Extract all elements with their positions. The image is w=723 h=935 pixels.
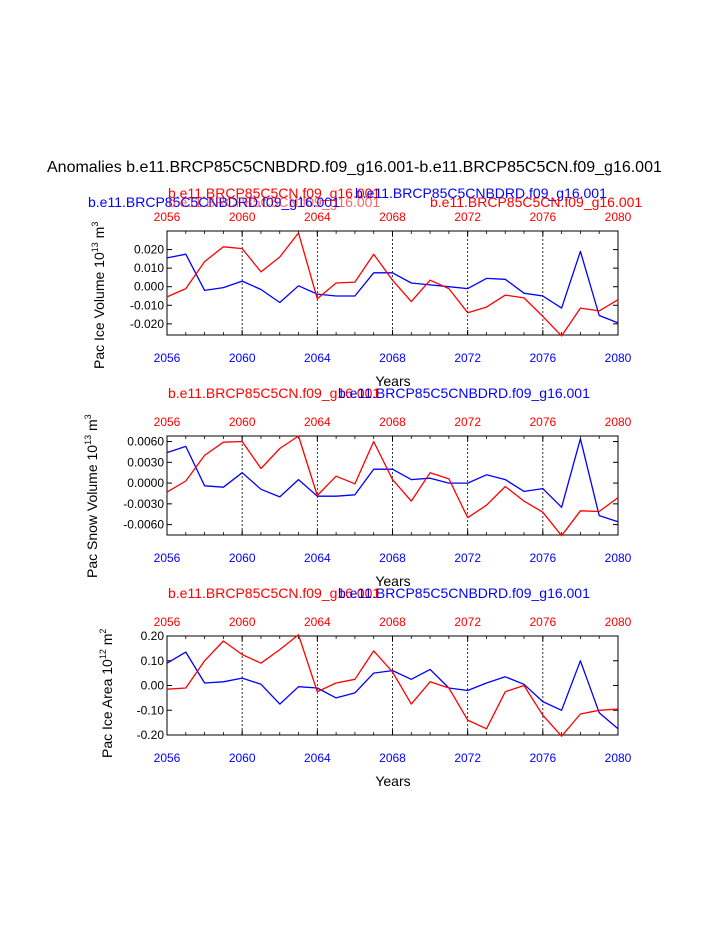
panel1-x-tick-label-top: 2056: [154, 210, 181, 224]
figure-title: Anomalies b.e11.BRCP85C5CNBDRD.f09_g16.0…: [47, 159, 662, 176]
panel1-y-tick-label: -0.010: [130, 298, 164, 312]
panel3-y-axis-label: Pac Ice Area 1012 m2: [98, 629, 115, 758]
panel1-x-tick-label-bottom: 2080: [605, 351, 632, 365]
panel1-x-tick-label-top: 2068: [379, 210, 406, 224]
panel3-series: [166, 634, 619, 737]
panel1-y-tick-label: 0.000: [134, 280, 164, 294]
panel2-series: [166, 435, 619, 537]
panel3-x-tick-label-top: 2060: [229, 615, 256, 629]
panel1-y-axis-label: Pac Ice Volume 1013 m3: [90, 222, 107, 369]
panel1-x-ticks-top: 2056 2060 2064 2068 2072 2076 2080: [154, 210, 632, 236]
panel2-x-tick-label-bottom: 2076: [529, 551, 556, 565]
panel1-series: [166, 232, 619, 337]
panel2-series-blue-line: [166, 438, 619, 523]
panel1-series-blue-line: [166, 250, 619, 324]
panel3-x-tick-label-bottom: 2076: [529, 751, 556, 765]
panel2-title-red: b.e11.BRCP85C5CN.f09_g16.001: [168, 385, 380, 401]
panel2-x-ticks-bottom: 2056 2060 2064 2068 2072 2076 2080: [154, 530, 632, 565]
panel1-y-tick-label: 0.020: [134, 243, 164, 257]
panel2-x-tick-label-top: 2064: [304, 415, 331, 429]
panel1-y-tick-label: -0.020: [130, 317, 164, 331]
panel2-title-blue: b.e11.BRCP85C5CNBDRD.f09_g16.001: [338, 385, 590, 401]
panel2-x-tick-label-top: 2072: [454, 415, 481, 429]
panel2-x-tick-label-bottom: 2080: [605, 551, 632, 565]
panel-ice-volume: b.e11.BRCP85C5CN.f09_g16.001 b.e11.BRCP8…: [88, 185, 642, 389]
panel1-x-tick-label-top: 2076: [529, 210, 556, 224]
panel3-y-tick-label: -0.10: [137, 703, 165, 717]
panel1-title-left-blue: b.e11.BRCP85C5CNBDRD.f09_g16.001: [88, 194, 340, 210]
panel1-x-tick-label-bottom: 2056: [154, 351, 181, 365]
panel3-y-ticks: 0.20 0.10 0.00 -0.10 -0.20: [137, 629, 618, 742]
panel3-x-tick-label-top: 2076: [529, 615, 556, 629]
panel1-x-tick-label-top: 2060: [229, 210, 256, 224]
panel2-y-axis-label: Pac Snow Volume 1013 m3: [83, 414, 100, 578]
panel1-title-blue-top: b.e11.BRCP85C5CNBDRD.f09_g16.001: [355, 185, 607, 201]
panel1-y-tick-label: 0.010: [134, 261, 164, 275]
panel2-x-axis-label: Years: [375, 573, 410, 589]
panel3-x-tick-label-bottom: 2080: [605, 751, 632, 765]
panel3-x-tick-label-bottom: 2060: [229, 751, 256, 765]
panel2-y-tick-label: 0.0000: [127, 476, 164, 490]
panel1-series-red-line: [166, 232, 619, 337]
panel1-x-axis-label: Years: [375, 373, 410, 389]
panel1-x-tick-label-top: 2080: [605, 210, 632, 224]
panel1-title-left-red: b.e11.BRCP85C5CN.f09_g16.001: [168, 194, 380, 210]
panel2-grid: [241, 436, 544, 535]
panel3-y-tick-label: 0.20: [141, 629, 165, 643]
panel1-x-tick-label-bottom: 2072: [454, 351, 481, 365]
panel3-x-ticks-bottom: 2056 2060 2064 2068 2072 2076 2080: [154, 730, 632, 765]
panel3-x-tick-label-bottom: 2068: [379, 751, 406, 765]
panel2-y-tick-label: 0.0030: [127, 455, 164, 469]
panel3-series-red-line: [166, 634, 619, 737]
panel3-x-tick-label-bottom: 2072: [454, 751, 481, 765]
panel2-x-tick-label-top: 2076: [529, 415, 556, 429]
panel1-x-tick-label-bottom: 2064: [304, 351, 331, 365]
panel1-x-tick-label-bottom: 2068: [379, 351, 406, 365]
panel1-x-tick-label-bottom: 2076: [529, 351, 556, 365]
panel3-x-axis-label: Years: [375, 773, 410, 789]
panel2-y-tick-label: -0.0030: [123, 497, 164, 511]
panel1-title-red-top: b.e11.BRCP85C5CN.f09_g16.001: [168, 185, 380, 201]
panel2-y-ticks: 0.0060 0.0030 0.0000 -0.0030 -0.0060: [123, 435, 618, 532]
panel1-title-right-red: b.e11.BRCP85C5CN.f09_g16.001: [430, 194, 642, 210]
panel1-x-ticks-bottom: 2056 2060 2064 2068 2072 2076 2080: [154, 330, 632, 365]
panel3-x-tick-label-bottom: 2064: [304, 751, 331, 765]
panel3-x-tick-label-top: 2064: [304, 615, 331, 629]
panel2-y-tick-label: 0.0060: [127, 435, 164, 449]
panel3-x-tick-label-bottom: 2056: [154, 751, 181, 765]
panel1-x-tick-label-top: 2064: [304, 210, 331, 224]
panel2-x-ticks-top: 2056 2060 2064 2068 2072 2076 2080: [154, 415, 632, 441]
panel2-x-tick-label-bottom: 2060: [229, 551, 256, 565]
panel3-title-blue: b.e11.BRCP85C5CNBDRD.f09_g16.001: [338, 585, 590, 601]
panel2-x-tick-label-bottom: 2068: [379, 551, 406, 565]
panel2-x-tick-label-top: 2056: [154, 415, 181, 429]
panel3-x-tick-label-top: 2072: [454, 615, 481, 629]
panel3-y-tick-label: -0.20: [137, 728, 165, 742]
panel2-x-tick-label-bottom: 2064: [304, 551, 331, 565]
panel3-x-tick-label-top: 2080: [605, 615, 632, 629]
panel3-grid: [241, 636, 544, 735]
panel3-x-tick-label-top: 2068: [379, 615, 406, 629]
panel2-x-tick-label-top: 2068: [379, 415, 406, 429]
panel1-y-ticks: 0.020 0.010 0.000 -0.010 -0.020: [130, 243, 618, 331]
panel2-y-tick-label: -0.0060: [123, 518, 164, 532]
panel-snow-volume: b.e11.BRCP85C5CN.f09_g16.001 b.e11.BRCP8…: [83, 385, 632, 589]
panel3-title-red: b.e11.BRCP85C5CN.f09_g16.001: [168, 585, 380, 601]
panel3-x-tick-label-top: 2056: [154, 615, 181, 629]
panel2-x-tick-label-top: 2060: [229, 415, 256, 429]
panel1-x-tick-label-top: 2072: [454, 210, 481, 224]
panel3-y-tick-label: 0.00: [141, 679, 165, 693]
panel-ice-area: b.e11.BRCP85C5CN.f09_g16.001 b.e11.BRCP8…: [98, 585, 632, 789]
panel2-x-tick-label-bottom: 2072: [454, 551, 481, 565]
panel3-series-blue-line: [166, 651, 619, 730]
panel2-series-red-line: [166, 435, 619, 537]
panel3-y-tick-label: 0.10: [141, 654, 165, 668]
panel2-x-tick-label-bottom: 2056: [154, 551, 181, 565]
panel1-x-tick-label-bottom: 2060: [229, 351, 256, 365]
panel2-x-tick-label-top: 2080: [605, 415, 632, 429]
panel3-x-ticks-top: 2056 2060 2064 2068 2072 2076 2080: [154, 615, 632, 641]
